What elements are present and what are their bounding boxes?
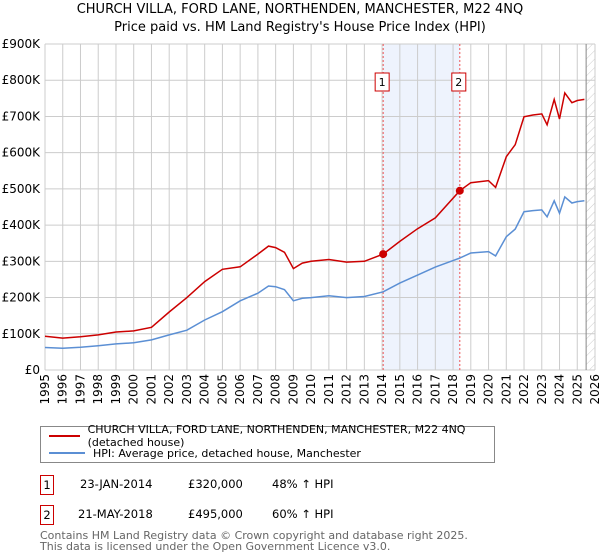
sale-number: 1 [40, 475, 54, 495]
x-tick-label: 2007 [251, 374, 265, 405]
x-tick-label: 2002 [162, 374, 176, 405]
y-tick-label: £900K [2, 37, 42, 51]
y-tick-label: £100K [2, 327, 42, 341]
y-tick-label: £600K [2, 146, 42, 160]
x-tick-label: 2010 [304, 374, 318, 405]
y-tick-label: £200K [2, 291, 42, 305]
footer: Contains HM Land Registry data © Crown c… [40, 530, 468, 552]
x-tick-label: 2001 [144, 374, 158, 405]
x-tick-label: 2008 [269, 374, 283, 405]
x-tick-label: 1998 [91, 374, 105, 405]
sale-label-box [451, 72, 467, 92]
legend-swatch [49, 452, 85, 454]
sale-price: £495,000 [188, 507, 243, 521]
footer-licence: This data is licensed under the Open Gov… [40, 540, 391, 553]
x-tick-label: 2025 [570, 374, 584, 405]
x-tick-label: 2016 [411, 374, 425, 405]
legend-item-hpi: HPI: Average price, detached house, Manc… [49, 445, 361, 461]
x-tick-label: 2004 [198, 374, 212, 405]
x-tick-label: 2012 [340, 374, 354, 405]
x-tick-label: 2017 [428, 374, 442, 405]
x-tick-label: 2026 [588, 374, 600, 405]
x-tick-label: 2014 [375, 374, 389, 405]
x-tick-label: 2000 [127, 374, 141, 405]
x-tick-label: 2023 [535, 374, 549, 405]
x-tick-label: 2024 [553, 374, 567, 405]
sale-label: 2 [455, 76, 462, 89]
x-tick-label: 2003 [180, 374, 194, 405]
x-tick-label: 2019 [464, 374, 478, 405]
sale-point [455, 186, 464, 195]
sale-date: 21-MAY-2018 [78, 507, 153, 521]
y-tick-label: £500K [2, 182, 42, 196]
footer-copyright: Contains HM Land Registry data © Crown c… [40, 529, 468, 542]
price-chart: 1 2 £0 £100K £200K £300K £400K £500K £600K £700K £… [2, 37, 600, 405]
y-tick-label: £300K [2, 254, 42, 268]
chart-subtitle: Price paid vs. HM Land Registry's House … [114, 20, 486, 35]
x-tick-label: 2005 [215, 374, 229, 405]
y-tick-label: £700K [2, 109, 42, 123]
sale-period-shade [383, 44, 460, 370]
future-hatch [586, 44, 595, 370]
x-tick-label: 1999 [109, 374, 123, 405]
legend-label: HPI: Average price, detached house, Manc… [93, 446, 361, 460]
sale-price: £320,000 [188, 477, 243, 491]
x-tick-label: 2021 [499, 374, 513, 405]
legend-label: CHURCH VILLA, FORD LANE, NORTHENDEN, MAN… [87, 423, 466, 449]
sale-label-box [374, 72, 390, 92]
legend-item-property: CHURCH VILLA, FORD LANE, NORTHENDEN, MAN… [49, 423, 494, 449]
y-tick-label: £400K [2, 218, 42, 232]
sale-number: 2 [40, 505, 54, 525]
hpi-line [44, 195, 585, 350]
y-tick-label: £0 [25, 363, 40, 377]
x-tick-label: 2009 [286, 374, 300, 405]
x-tick-label: 1997 [73, 374, 87, 405]
x-tick-label: 2013 [357, 374, 371, 405]
legend-swatch [49, 435, 80, 437]
sale-hpi-diff: 48% ↑ HPI [272, 477, 334, 491]
property-line [44, 91, 585, 339]
x-tick-label: 2022 [517, 374, 531, 405]
chart-legend: CHURCH VILLA, FORD LANE, NORTHENDEN, MAN… [40, 423, 495, 463]
sale-point [379, 250, 388, 259]
y-tick-label: £800K [2, 73, 42, 87]
x-tick-label: 2015 [393, 374, 407, 405]
sale-date: 23-JAN-2014 [80, 477, 153, 491]
x-tick-label: 2011 [322, 374, 336, 405]
x-tick-label: 1996 [56, 374, 70, 405]
chart-title: CHURCH VILLA, FORD LANE, NORTHENDEN, MAN… [76, 2, 524, 17]
sale-hpi-diff: 60% ↑ HPI [272, 507, 334, 521]
x-tick-label: 2020 [482, 374, 496, 405]
x-tick-label: 2006 [233, 374, 247, 405]
x-tick-label: 1995 [38, 374, 52, 405]
sale-label: 1 [379, 76, 386, 89]
x-tick-label: 2018 [446, 374, 460, 405]
